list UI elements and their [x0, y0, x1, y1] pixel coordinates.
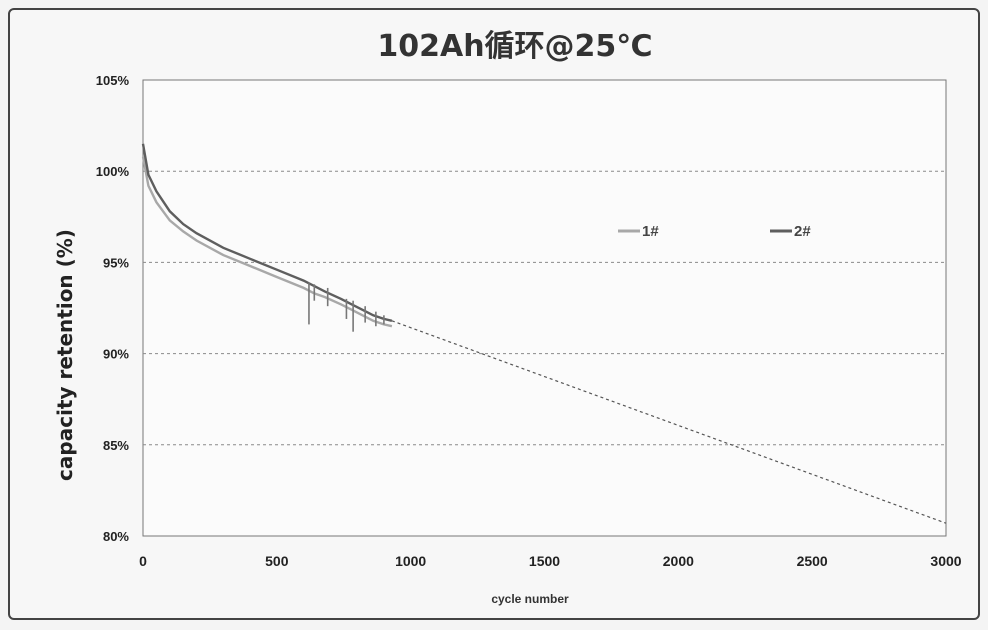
x-axis-label: cycle number — [491, 592, 569, 606]
x-tick-label: 2000 — [663, 553, 694, 569]
trend-line — [391, 320, 947, 524]
series-lines — [141, 143, 947, 524]
y-tick-labels: 80% 85% 90% 95% 100% 105% — [96, 73, 130, 544]
legend-label-1: 1# — [642, 223, 659, 240]
y-tick-label: 85% — [103, 438, 129, 453]
y-tick-label: 95% — [103, 255, 129, 270]
y-tick-label: 90% — [103, 347, 129, 362]
series-line-1 — [141, 156, 393, 328]
y-tick-label: 80% — [103, 529, 129, 544]
plot-area — [142, 79, 947, 537]
legend-label-2: 2# — [794, 223, 811, 240]
y-tick-label: 100% — [96, 164, 130, 179]
x-tick-labels: 0 500 1000 1500 2000 2500 3000 — [139, 553, 962, 569]
x-tick-label: 1500 — [529, 553, 560, 569]
x-tick-label: 0 — [139, 553, 147, 569]
grid-lines — [143, 170, 946, 446]
x-tick-label: 2500 — [797, 553, 828, 569]
legend: 1# 2# — [618, 223, 811, 240]
y-tick-label: 105% — [96, 73, 130, 88]
y-axis-label: capacity retention (%) — [53, 229, 77, 481]
series-line-2 — [141, 143, 393, 322]
x-tick-label: 3000 — [930, 553, 961, 569]
x-tick-label: 500 — [265, 553, 289, 569]
x-tick-label: 1000 — [395, 553, 426, 569]
chart-title: 102Ah循环@25℃ — [377, 29, 652, 64]
